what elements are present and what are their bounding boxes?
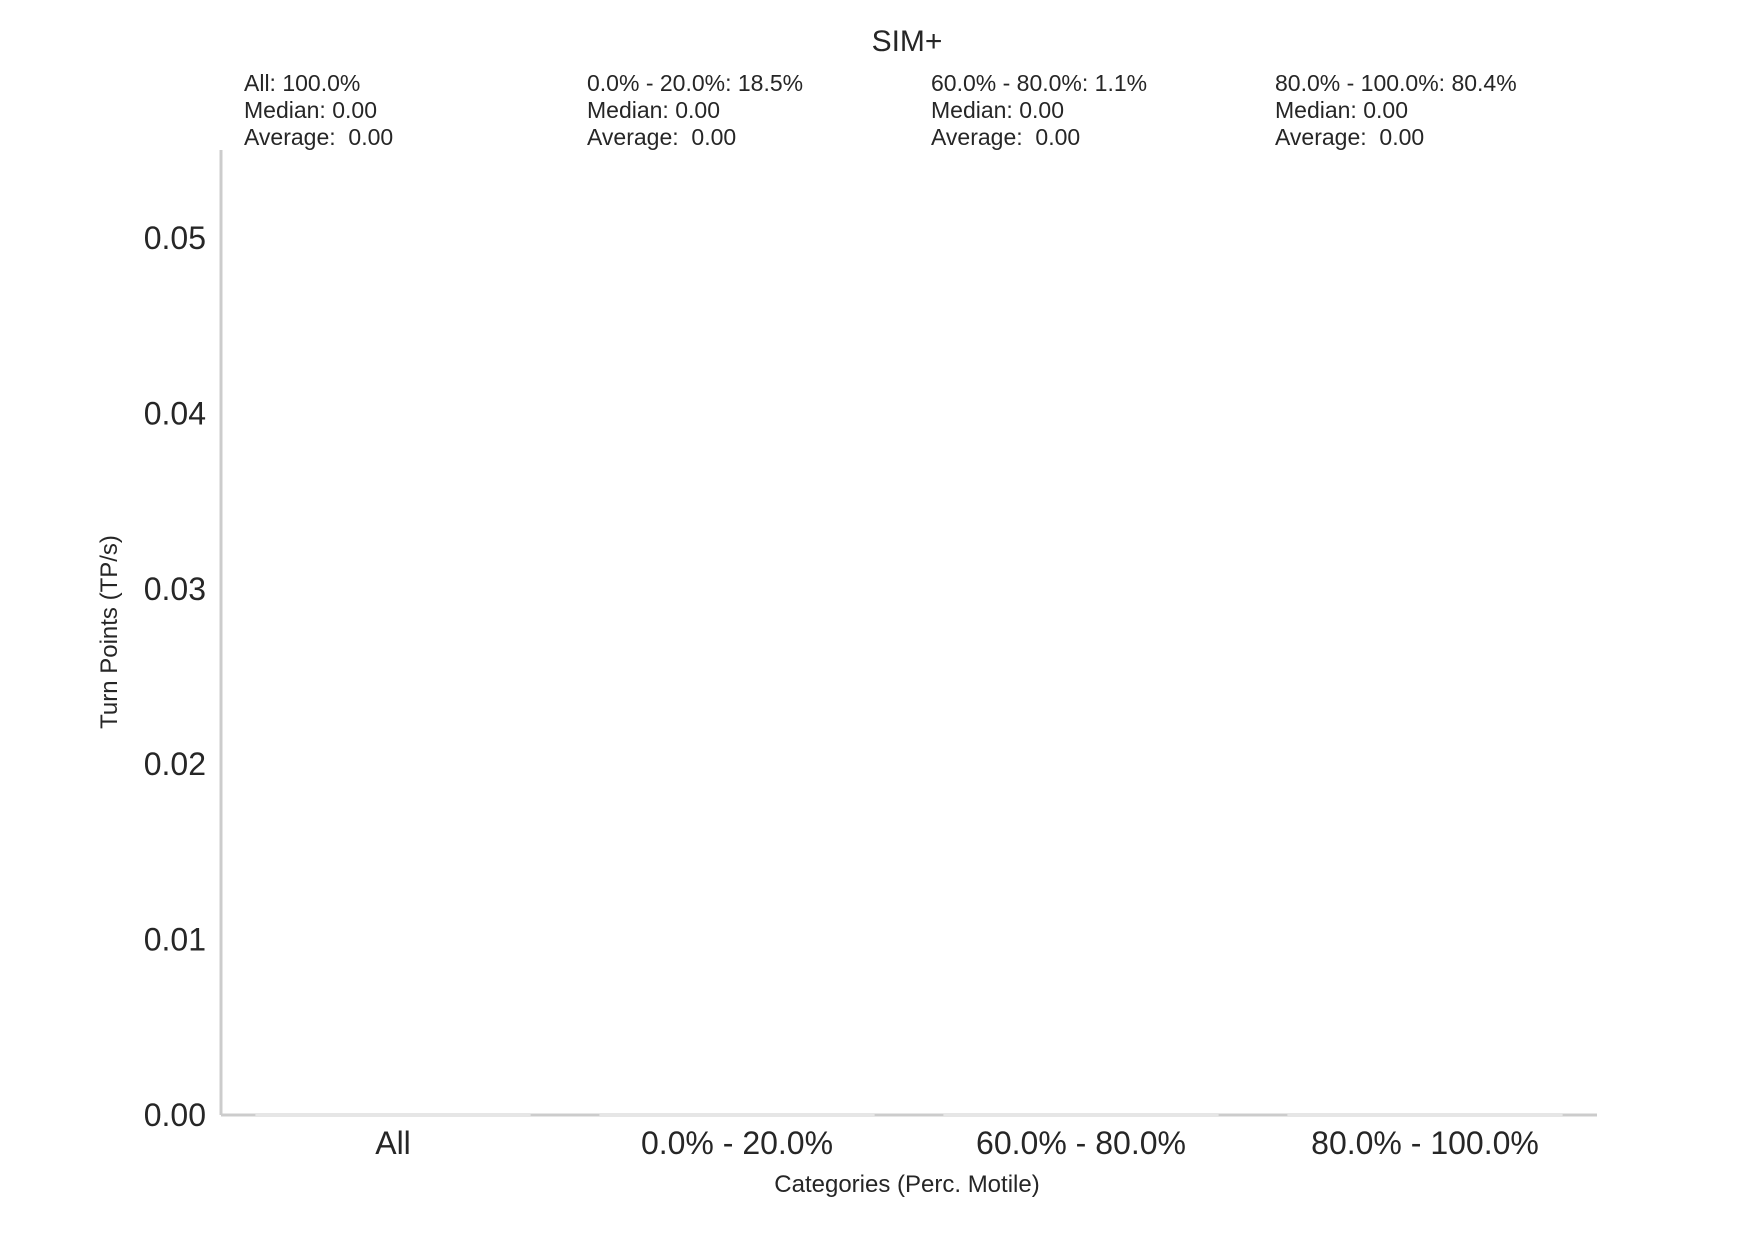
x-tick-label: 60.0% - 80.0% <box>976 1125 1186 1161</box>
annotation-line: Median: 0.00 <box>587 97 720 123</box>
annotation-line: Average: 0.00 <box>587 124 736 150</box>
y-tick-label: 0.00 <box>144 1097 206 1133</box>
annotation-line: Average: 0.00 <box>244 124 393 150</box>
annotation-line: Average: 0.00 <box>1275 124 1424 150</box>
annotation-line: Median: 0.00 <box>1275 97 1408 123</box>
chart-title: SIM+ <box>872 25 943 58</box>
x-tick-label: 80.0% - 100.0% <box>1311 1125 1539 1161</box>
annotation-line: Median: 0.00 <box>931 97 1064 123</box>
annotation-line: Average: 0.00 <box>931 124 1080 150</box>
y-tick-label: 0.03 <box>144 571 206 607</box>
x-axis: All 0.0% - 20.0% 60.0% - 80.0% 80.0% - 100.… <box>221 1113 1597 1161</box>
annotation-line: 60.0% - 80.0%: 1.1% <box>931 70 1147 96</box>
annotation-line: Median: 0.00 <box>244 97 377 123</box>
y-axis: 0.00 0.01 0.02 0.03 0.04 0.05 <box>144 150 223 1133</box>
y-tick-label: 0.05 <box>144 220 206 256</box>
y-tick-label: 0.02 <box>144 746 206 782</box>
y-tick-label: 0.01 <box>144 922 206 958</box>
annotation-line: 80.0% - 100.0%: 80.4% <box>1275 70 1517 96</box>
annotation-line: All: 100.0% <box>244 70 360 96</box>
annotation-line: 0.0% - 20.0%: 18.5% <box>587 70 803 96</box>
x-axis-label: Categories (Perc. Motile) <box>774 1171 1039 1198</box>
x-tick-label: 0.0% - 20.0% <box>641 1125 833 1161</box>
x-tick-label: All <box>375 1125 411 1161</box>
y-axis-label: Turn Points (TP/s) <box>96 535 123 729</box>
y-tick-label: 0.04 <box>144 395 206 431</box>
